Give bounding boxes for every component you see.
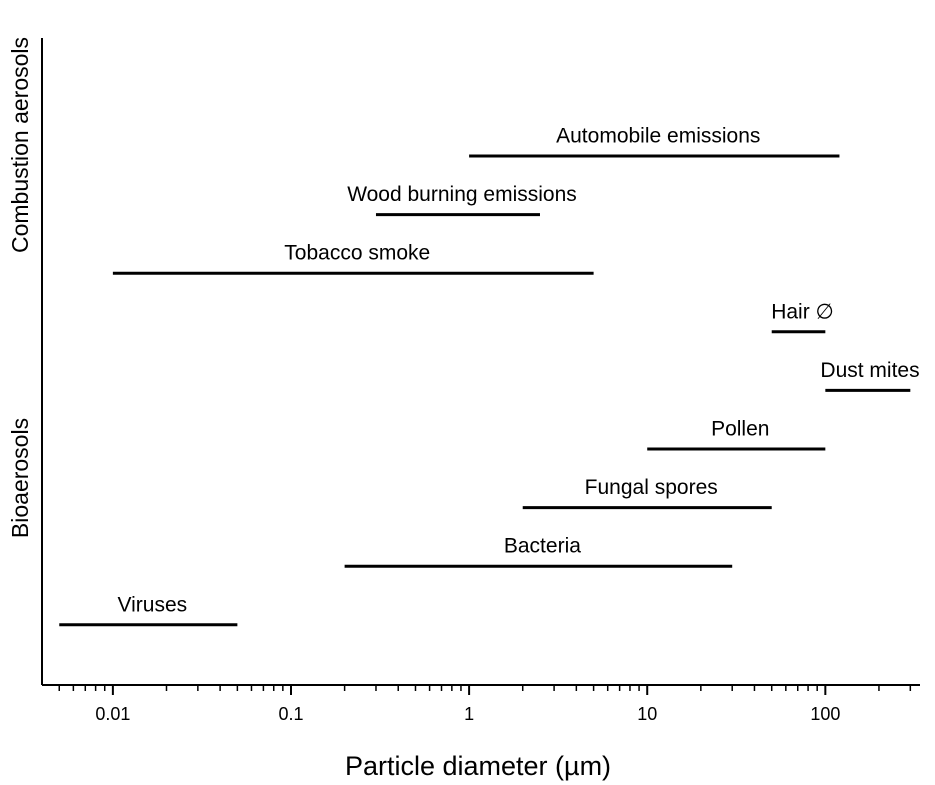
x-tick-label: 100 — [810, 704, 840, 724]
range-label: Dust mites — [820, 359, 919, 382]
range-label: Hair ∅ — [771, 300, 834, 323]
group-label: Combustion aerosols — [7, 37, 33, 253]
range-label: Fungal spores — [585, 476, 718, 499]
range-label: Pollen — [711, 418, 769, 441]
group-label: Bioaerosols — [7, 418, 33, 538]
x-tick-label: 0.01 — [95, 704, 130, 724]
range-label: Bacteria — [504, 535, 581, 558]
range-label: Wood burning emissions — [347, 183, 577, 206]
x-tick-label: 10 — [637, 704, 657, 724]
x-axis-title: Particle diameter (µm) — [345, 751, 611, 781]
range-label: Tobacco smoke — [284, 242, 430, 265]
x-tick-label: 1 — [464, 704, 474, 724]
x-tick-label: 0.1 — [278, 704, 303, 724]
range-label: Automobile emissions — [556, 125, 760, 148]
range-label: Viruses — [117, 593, 187, 616]
